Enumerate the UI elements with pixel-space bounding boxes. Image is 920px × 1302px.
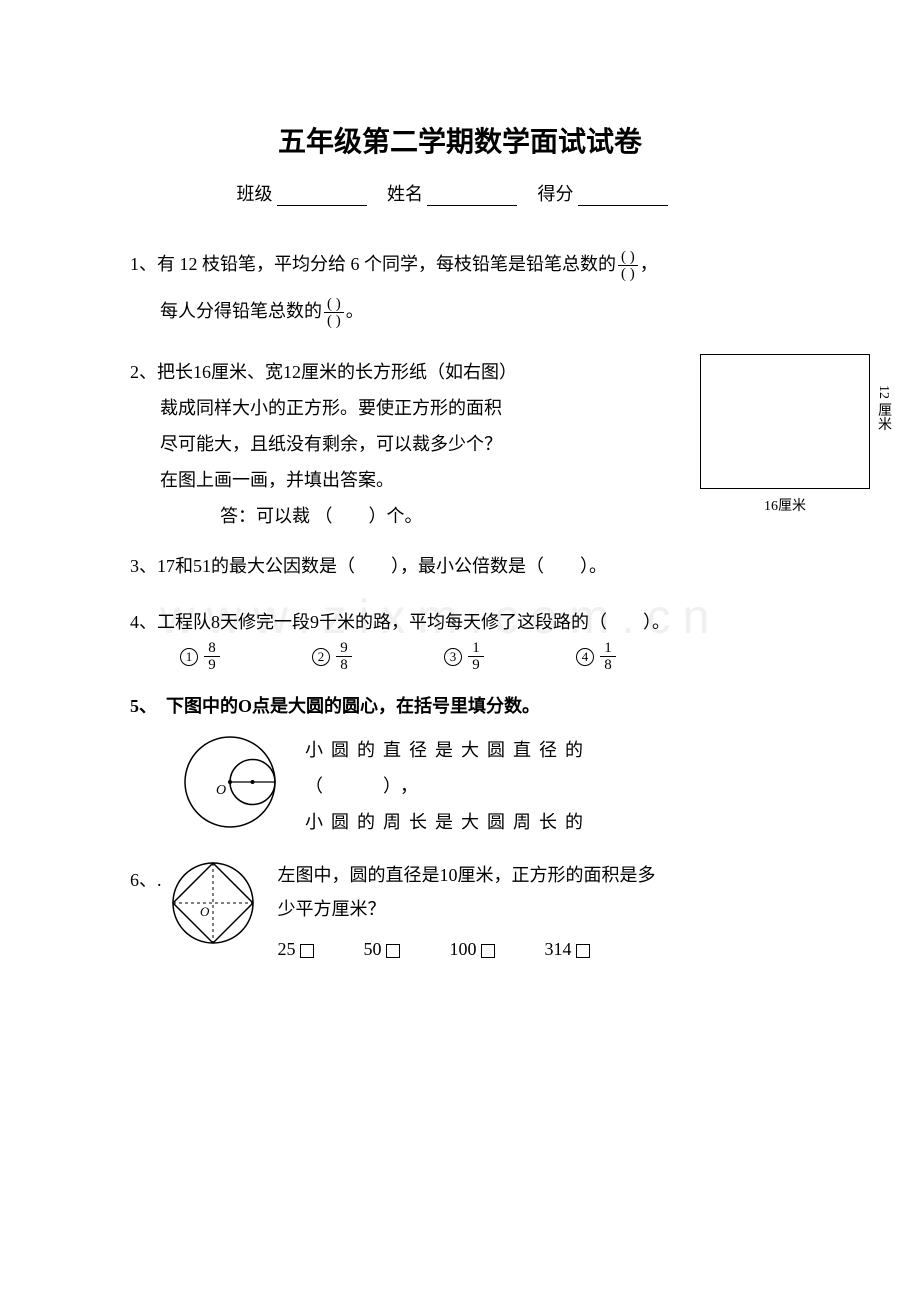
q2-label-bottom: 16厘米	[700, 493, 870, 521]
q4-choices: 189 298 319 418	[130, 640, 790, 674]
opt-text: 100	[450, 939, 477, 959]
score-blank[interactable]	[578, 205, 668, 206]
q4-frac-2: 98	[336, 640, 352, 674]
q3-text: 17和51的最大公因数是（ ），最小公倍数是（ ）。	[157, 556, 607, 576]
name-blank[interactable]	[427, 205, 517, 206]
question-6: 6、. O 左图中，圆的直径是10厘米，正方形的面积是多 少平方厘米？ 25	[130, 858, 790, 967]
q6-line1: 左图中，圆的直径是10厘米，正方形的面积是多	[278, 858, 791, 892]
question-5: 5、 下图中的O点是大圆的圆心，在括号里填分数。 O 小圆的直径是大圆直径的 （…	[130, 688, 790, 844]
frac-num: 8	[204, 640, 220, 658]
q1-text-c: 每人分得铅笔总数的	[160, 301, 322, 321]
frac-den	[618, 266, 638, 283]
q1-number: 1、	[130, 254, 157, 274]
q2-rectangle: 12 厘米	[700, 354, 870, 489]
q6-text-block: 左图中，圆的直径是10厘米，正方形的面积是多 少平方厘米？ 25 50 100 …	[278, 858, 791, 967]
q2-answer: 答：可以裁 （ ）个。	[220, 506, 423, 526]
q1-fraction-2[interactable]	[324, 296, 344, 330]
frac-num: 9	[336, 640, 352, 658]
q5-figure: O	[180, 732, 285, 844]
frac-num: 1	[468, 640, 484, 658]
checkbox-icon	[576, 944, 590, 958]
frac-num	[618, 249, 638, 267]
choice-label: 1	[180, 648, 198, 666]
frac-den: 9	[204, 657, 220, 674]
frac-den: 8	[336, 657, 352, 674]
checkbox-icon	[300, 944, 314, 958]
page-content: 五年级第二学期数学面试试卷 班级 姓名 得分 1、有 12 枝铅笔，平均分给 6…	[130, 120, 790, 966]
q5-line3: 小圆的周长是大圆周长的	[305, 804, 790, 840]
o-label: O	[216, 783, 226, 798]
frac-den	[324, 313, 344, 330]
frac-num	[324, 296, 344, 314]
q5-number: 5、	[130, 696, 148, 716]
question-1: 1、有 12 枝铅笔，平均分给 6 个同学，每枝铅笔是铅笔总数的 ， 每人分得铅…	[130, 246, 790, 330]
q4-frac-1: 89	[204, 640, 220, 674]
q2-label-right: 12 厘米	[869, 385, 897, 431]
question-3: 3、17和51的最大公因数是（ ），最小公倍数是（ ）。	[130, 548, 790, 584]
q6-number: 6、.	[130, 862, 162, 898]
q5-intro: 下图中的O点是大圆的圆心，在括号里填分数。	[166, 696, 540, 716]
q2-line1: 把长16厘米、宽12厘米的长方形纸（如右图）	[157, 362, 517, 382]
q5-line1: 小圆的直径是大圆直径的	[305, 732, 790, 768]
frac-num: 1	[600, 640, 616, 658]
q6-opt-3[interactable]: 100	[450, 932, 495, 966]
choice-label: 4	[576, 648, 594, 666]
opt-text: 25	[278, 939, 296, 959]
opt-text: 50	[364, 939, 382, 959]
q6-figure: O	[168, 858, 258, 960]
q2-line4: 在图上画一画，并填出答案。	[160, 470, 394, 490]
q2-figure: 12 厘米 16厘米	[700, 354, 870, 521]
q6-opt-4[interactable]: 314	[545, 932, 590, 966]
q1-text-a: 有 12 枝铅笔，平均分给 6 个同学，每枝铅笔是铅笔总数的	[157, 254, 616, 274]
q6-line2: 少平方厘米？	[278, 892, 791, 926]
opt-text: 314	[545, 939, 572, 959]
frac-den: 9	[468, 657, 484, 674]
q4-frac-4: 18	[600, 640, 616, 674]
score-label: 得分	[538, 184, 574, 204]
q1-text-b: ，	[640, 254, 658, 274]
question-2: 12 厘米 16厘米 2、把长16厘米、宽12厘米的长方形纸（如右图） 裁成同样…	[130, 354, 790, 534]
header-row: 班级 姓名 得分	[130, 180, 790, 206]
q6-opt-1[interactable]: 25	[278, 932, 314, 966]
q5-line2: （ ），	[305, 768, 790, 804]
q4-choice-2[interactable]: 298	[312, 640, 354, 674]
q3-number: 3、	[130, 556, 157, 576]
q4-choice-3[interactable]: 319	[444, 640, 486, 674]
name-label: 姓名	[387, 184, 423, 204]
q6-o-label: O	[200, 904, 210, 919]
checkbox-icon	[481, 944, 495, 958]
class-blank[interactable]	[277, 205, 367, 206]
frac-den: 8	[600, 657, 616, 674]
q4-number: 4、	[130, 612, 157, 632]
q2-line3: 尽可能大，且纸没有剩余，可以裁多少个？	[160, 434, 502, 454]
q5-text-block: 小圆的直径是大圆直径的 （ ）， 小圆的周长是大圆周长的	[305, 732, 790, 840]
q6-choices: 25 50 100 314	[278, 932, 791, 966]
q4-text: 工程队8天修完一段9千米的路，平均每天修了这段路的（ ）。	[157, 612, 670, 632]
class-label: 班级	[237, 184, 273, 204]
q4-frac-3: 19	[468, 640, 484, 674]
checkbox-icon	[386, 944, 400, 958]
page-title: 五年级第二学期数学面试试卷	[130, 120, 790, 160]
question-4: 4、工程队8天修完一段9千米的路，平均每天修了这段路的（ ）。 189 298 …	[130, 604, 790, 674]
q4-choice-1[interactable]: 189	[180, 640, 222, 674]
q2-number: 2、	[130, 362, 157, 382]
choice-label: 2	[312, 648, 330, 666]
q2-line2: 裁成同样大小的正方形。要使正方形的面积	[160, 398, 502, 418]
q1-fraction-1[interactable]	[618, 249, 638, 283]
choice-label: 3	[444, 648, 462, 666]
q1-text-d: 。	[346, 301, 364, 321]
q4-choice-4[interactable]: 418	[576, 640, 618, 674]
q6-opt-2[interactable]: 50	[364, 932, 400, 966]
